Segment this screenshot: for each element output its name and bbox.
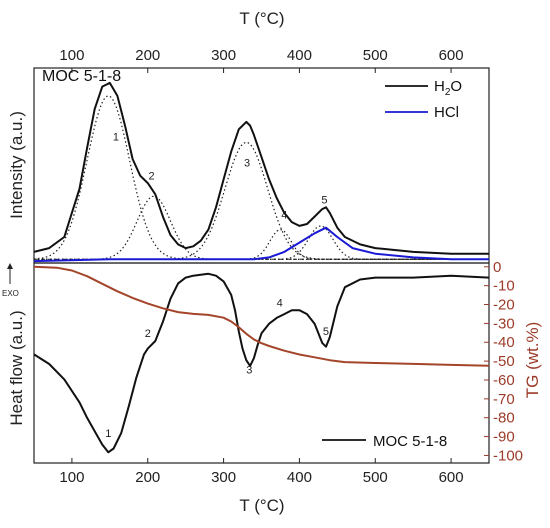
bottom-panel: 100 200 300 400 500 600 0 -10 -20-30 -40 -50 -60 -7… xyxy=(2,259,542,515)
tg-tick-label--40: -40 xyxy=(493,334,515,351)
top-plot-frame xyxy=(33,67,490,264)
exo-indicator: EXO xyxy=(2,263,19,298)
panel-label: MOC 5-1-8 xyxy=(42,68,121,85)
top-x-tick-label-300: 300 xyxy=(211,47,236,64)
tg-tick-label--100: -100 xyxy=(493,447,523,464)
bottom-peak-label-4: 4 xyxy=(277,297,283,309)
bottom-x-tick-label-100: 100 xyxy=(59,469,84,486)
tg-axis-ticks: 0 -10 -20-30 -40 -50 -60 -70 -80 -90-100 xyxy=(484,259,523,464)
series-line-moc-5-1-8 xyxy=(33,272,490,454)
bottom-peak-label-2: 2 xyxy=(145,328,151,340)
exo-label: EXO xyxy=(2,289,19,298)
top-peak-label-1: 1 xyxy=(113,131,119,143)
bottom-y-axis-title: Heat flow (a.u.) xyxy=(7,310,26,425)
tg-tick-label-0: 0 xyxy=(493,259,501,276)
exo-arrow-head-icon xyxy=(7,263,13,269)
legend-h2o-sub: 2 xyxy=(445,87,451,98)
top-peak-label-4: 4 xyxy=(281,209,287,221)
bottom-legend: MOC 5-1-8 xyxy=(322,433,447,450)
bottom-x-tick-label-400: 400 xyxy=(287,469,312,486)
top-peak-labels: 1 2 3 4 5 xyxy=(113,131,328,221)
deconvolution-peak-5 xyxy=(34,225,489,260)
deconvolution-peak-1 xyxy=(33,95,489,260)
deconvolution-peak-2 xyxy=(34,195,489,260)
legend-label-h2o: H2O xyxy=(434,78,462,98)
tg-tick-label--30: -30 xyxy=(493,315,515,332)
top-panel: 100 200 300 400 500 600 1 2 3 4 5 MOC 5-1-8 T (°C… xyxy=(7,9,490,264)
top-peak-label-3: 3 xyxy=(244,157,250,169)
bottom-x-tick-label-600: 600 xyxy=(439,469,464,486)
tg-tick-label--90: -90 xyxy=(493,429,515,446)
bottom-x-tick-label-300: 300 xyxy=(211,469,236,486)
top-y-axis-title: Intensity (a.u.) xyxy=(7,111,26,219)
top-legend: H2O HCl xyxy=(385,78,462,121)
top-x-tick-label-200: 200 xyxy=(135,47,160,64)
tg-tick-label--50: -50 xyxy=(493,353,515,370)
top-peak-label-5: 5 xyxy=(321,195,327,207)
top-series-lines xyxy=(33,81,489,263)
top-x-tick-label-600: 600 xyxy=(439,47,464,64)
bottom-x-ticks: 100 200 300 400 500 600 xyxy=(59,458,464,486)
series-line-tg xyxy=(33,265,490,367)
tg-tick-label--60: -60 xyxy=(493,372,515,389)
deconvolution-peaks xyxy=(33,95,489,260)
top-x-tick-label-100: 100 xyxy=(59,47,84,64)
bottom-peak-label-5: 5 xyxy=(323,326,329,338)
top-x-axis-title: T (°C) xyxy=(239,9,284,28)
series-line-h2o xyxy=(33,81,489,255)
bottom-peak-labels: 1 2 3 4 5 xyxy=(105,297,329,440)
legend-label-moc: MOC 5-1-8 xyxy=(373,433,447,450)
bottom-peak-label-1: 1 xyxy=(105,428,111,440)
bottom-plot-frame xyxy=(33,262,490,464)
tg-tick-label--10: -10 xyxy=(493,278,515,295)
deconvolution-peak-4 xyxy=(34,228,489,260)
top-x-tick-label-400: 400 xyxy=(287,47,312,64)
series-line-hcl xyxy=(33,226,489,263)
legend-h2o-tail: O xyxy=(450,78,462,95)
bottom-x-tick-label-200: 200 xyxy=(135,469,160,486)
tg-tick-label--20: -20 xyxy=(493,297,515,314)
tg-tick-label--80: -80 xyxy=(493,410,515,427)
top-x-tick-label-500: 500 xyxy=(363,47,388,64)
bottom-x-axis-title: T (°C) xyxy=(239,496,284,515)
bottom-x-tick-label-500: 500 xyxy=(363,469,388,486)
top-peak-label-2: 2 xyxy=(148,170,154,182)
legend-h2o-main: H xyxy=(434,78,445,95)
bottom-series-lines xyxy=(33,265,490,454)
legend-label-hcl: HCl xyxy=(434,104,459,121)
tg-axis-title: TG (wt.%) xyxy=(523,322,542,399)
bottom-peak-label-3: 3 xyxy=(246,365,252,377)
top-x-ticks: 100 200 300 400 500 600 xyxy=(59,47,464,73)
tg-tick-label--70: -70 xyxy=(493,391,515,408)
